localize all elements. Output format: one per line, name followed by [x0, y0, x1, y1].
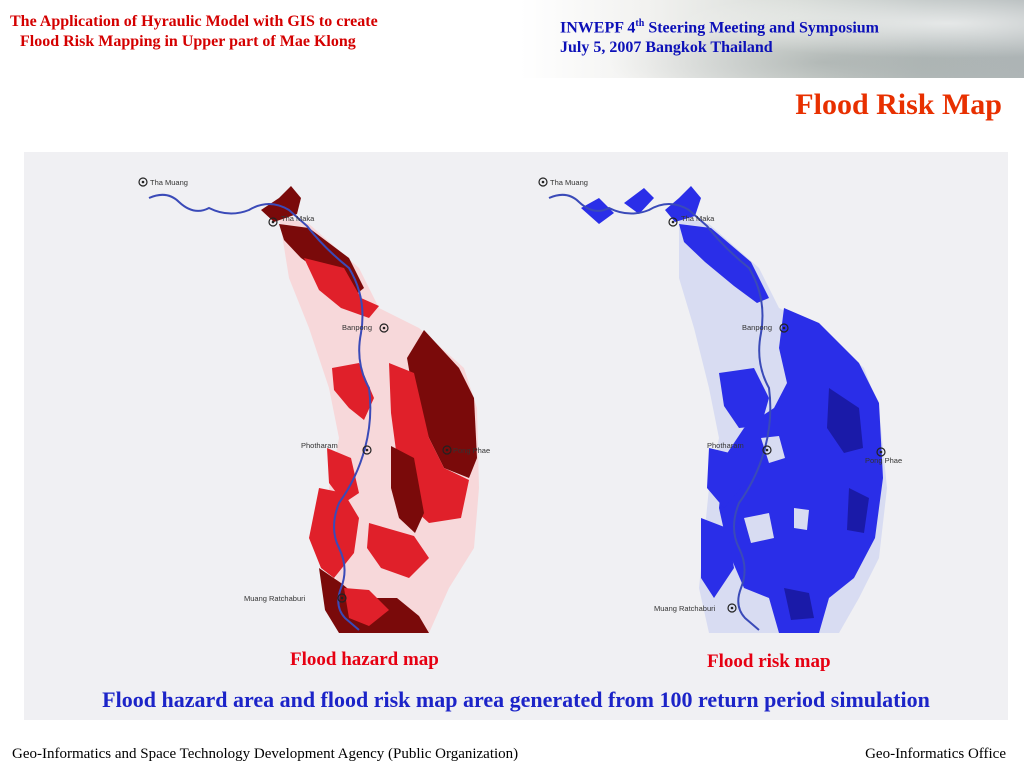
event-date: July 5, 2007 Bangkok Thailand [560, 39, 773, 57]
risk-place-d: Photharam [707, 441, 744, 450]
hazard-place-c: Banpong [342, 323, 372, 332]
risk-light-gaps [744, 436, 809, 543]
hazard-mid-upper [304, 258, 379, 318]
event-prefix: INWEPF 4 [560, 19, 636, 37]
hazard-mid-southwest [344, 588, 389, 626]
hazard-map-areas [261, 186, 479, 633]
risk-west [701, 368, 769, 598]
event-banner: INWEPF 4th Steering Meeting and Symposiu… [520, 0, 1024, 78]
maps-panel: Tha Muang Tha Maka Banpong Photharam Pon… [24, 152, 1008, 720]
risk-place-b: Tha Maka [681, 214, 715, 223]
risk-east [719, 308, 883, 633]
banner-sky-image [520, 0, 1024, 78]
hazard-dark-central [391, 446, 424, 533]
title-line-2: Flood Risk Mapping in Upper part of Mae … [20, 33, 356, 50]
event-sup: th [635, 18, 645, 29]
title-line-1: The Application of Hyraulic Model with G… [10, 13, 378, 30]
risk-place-c: Banpong [742, 323, 772, 332]
hazard-map-label: Flood hazard map [290, 649, 439, 670]
slide-caption: Flood hazard area and flood risk map are… [102, 687, 930, 712]
risk-dark-patches [784, 388, 869, 620]
slide-title: Flood Risk Map [795, 88, 1002, 121]
hazard-mid-south [309, 488, 429, 578]
hazard-place-labels: Tha Muang Tha Maka Banpong Photharam Pon… [138, 177, 490, 603]
hazard-river [148, 193, 372, 631]
hazard-place-f: Muang Ratchaburi [244, 594, 306, 603]
flood-hazard-map: Tha Muang Tha Maka Banpong Photharam Pon… [138, 177, 490, 633]
footer-organization: Geo-Informatics and Space Technology Dev… [12, 746, 519, 762]
event-suffix: Steering Meeting and Symposium [644, 19, 879, 37]
risk-upper [581, 186, 769, 303]
hazard-place-a: Tha Muang [150, 178, 188, 187]
hazard-place-e: Pong Phae [453, 446, 490, 455]
event-name: INWEPF 4th Steering Meeting and Symposiu… [560, 14, 879, 38]
risk-map-label: Flood risk map [707, 651, 831, 672]
risk-place-a: Tha Muang [550, 178, 588, 187]
risk-river [548, 193, 772, 631]
hazard-dark-east [407, 330, 477, 478]
flood-risk-map: Tha Muang Tha Maka Banpong Photharam Pon… [538, 177, 902, 633]
risk-place-f: Muang Ratchaburi [654, 604, 716, 613]
risk-map-areas [581, 186, 887, 633]
hazard-place-d: Photharam [301, 441, 338, 450]
event-info: INWEPF 4th Steering Meeting and Symposiu… [560, 14, 879, 58]
hazard-place-b: Tha Maka [281, 214, 315, 223]
footer-office: Geo-Informatics Office [865, 746, 1006, 762]
risk-place-labels: Tha Muang Tha Maka Banpong Photharam Pon… [538, 177, 902, 613]
hazard-mid-west [327, 363, 374, 503]
presentation-title: The Application of Hyraulic Model with G… [10, 12, 510, 52]
risk-place-e: Pong Phae [865, 456, 902, 465]
